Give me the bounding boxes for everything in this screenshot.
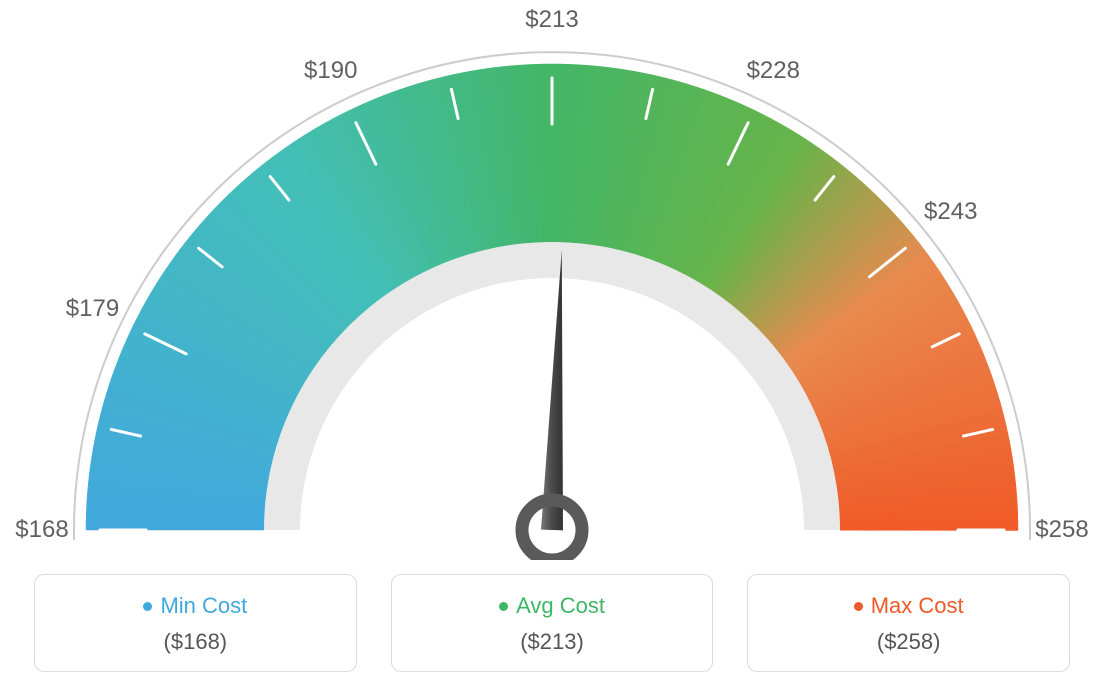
legend-title-min-text: Min Cost — [160, 593, 247, 619]
legend-dot-max — [854, 602, 863, 611]
legend-card-avg: Avg Cost ($213) — [391, 574, 714, 672]
legend-dot-min — [143, 602, 152, 611]
legend-title-max-text: Max Cost — [871, 593, 964, 619]
legend-title-avg: Avg Cost — [499, 593, 605, 619]
legend-title-min: Min Cost — [143, 593, 247, 619]
gauge-chart-container: $168 $179 $190 $213 $228 $243 $258 Min Cost ($… — [0, 0, 1104, 690]
tick-label: $243 — [924, 198, 977, 226]
gauge-svg — [0, 0, 1104, 560]
tick-label: $228 — [747, 57, 800, 85]
legend-card-max: Max Cost ($258) — [747, 574, 1070, 672]
tick-label: $258 — [1035, 516, 1088, 544]
tick-label: $179 — [66, 295, 119, 323]
legend-title-max: Max Cost — [854, 593, 964, 619]
legend-card-min: Min Cost ($168) — [34, 574, 357, 672]
legend-title-avg-text: Avg Cost — [516, 593, 605, 619]
legend-value-min: ($168) — [45, 629, 346, 655]
gauge-area: $168 $179 $190 $213 $228 $243 $258 — [0, 0, 1104, 560]
legend-dot-avg — [499, 602, 508, 611]
legend-value-max: ($258) — [758, 629, 1059, 655]
tick-label: $168 — [15, 516, 68, 544]
tick-label: $213 — [525, 6, 578, 34]
tick-label: $190 — [304, 57, 357, 85]
legend-row: Min Cost ($168) Avg Cost ($213) Max Cost… — [34, 574, 1070, 672]
legend-value-avg: ($213) — [402, 629, 703, 655]
